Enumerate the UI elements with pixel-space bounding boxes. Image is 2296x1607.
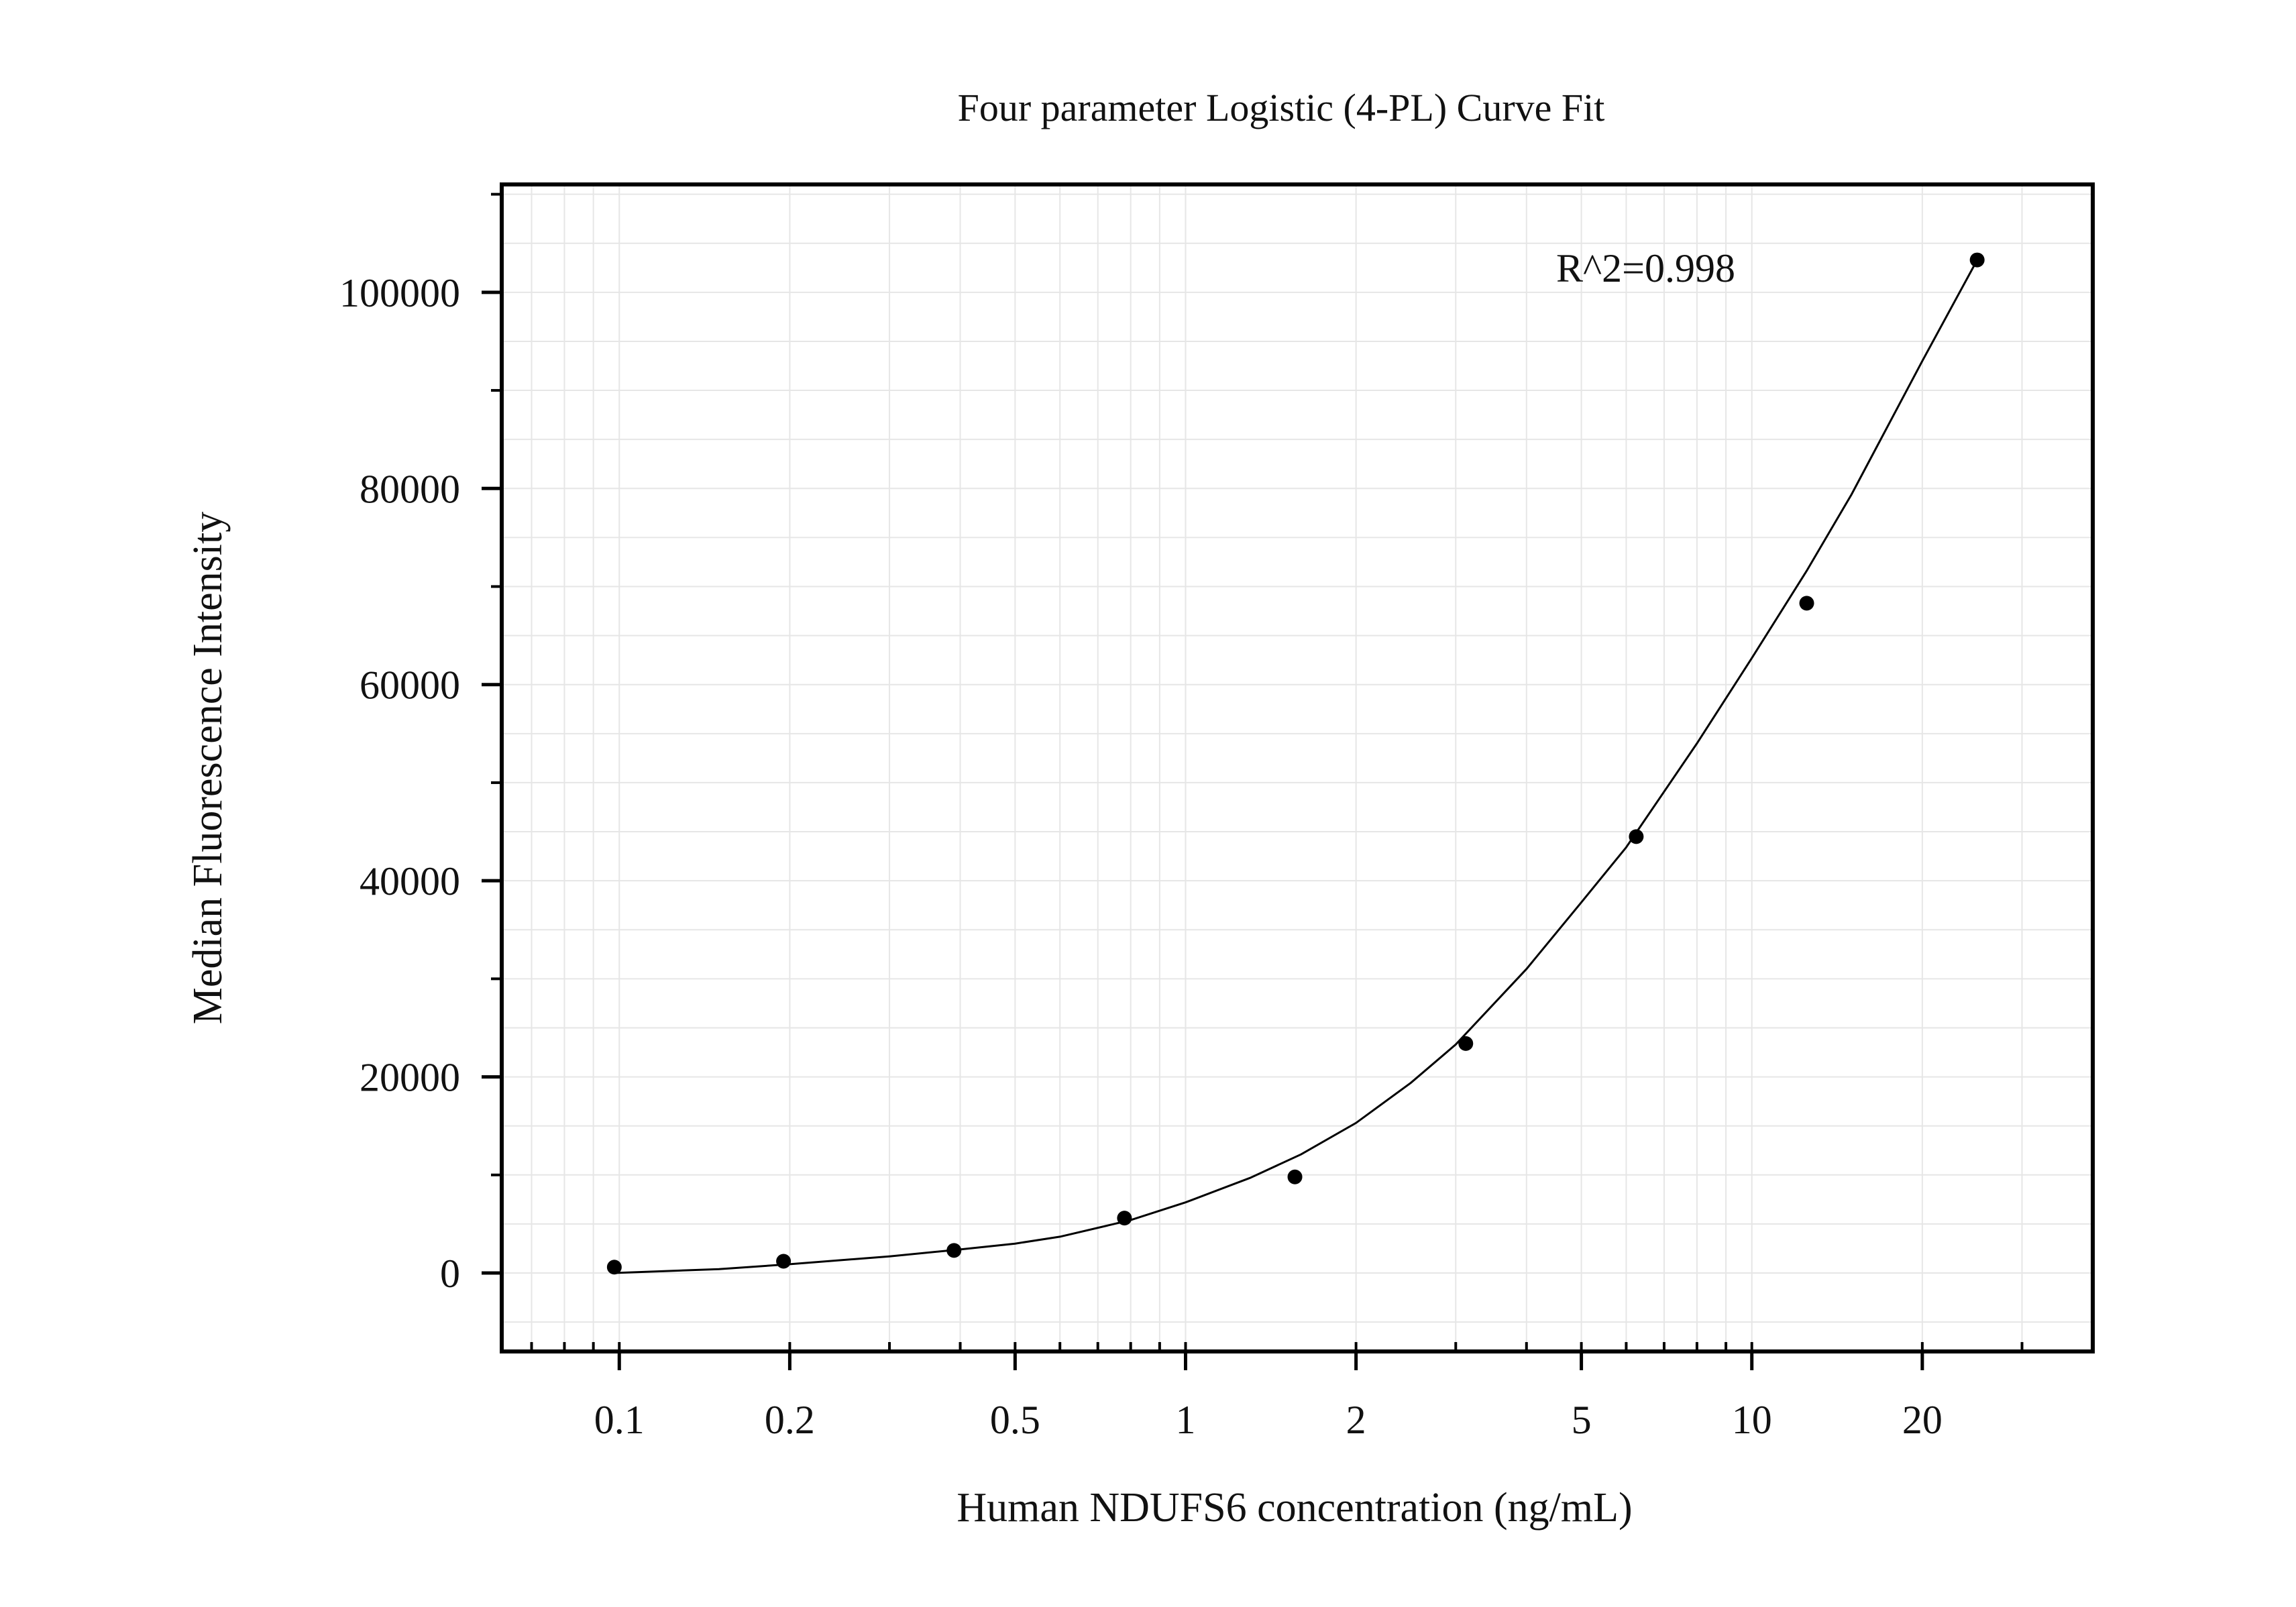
y-axis-label: Median Fluorescence Intensity [185,512,231,1024]
data-point [1287,1169,1303,1184]
y-axis-ticks: 0 20000 40000 60000 80000 100000 [339,192,502,1296]
x-axis-ticks: 0.1 0.2 0.5 1 2 5 10 20 [530,1342,2094,1442]
data-point [1629,829,1644,844]
data-point [946,1243,962,1258]
fit-curve [614,259,1979,1274]
x-tick-label: 0.2 [765,1398,815,1442]
y-tick-label: 100000 [339,271,460,315]
x-tick-label: 0.5 [990,1398,1040,1442]
x-tick-label: 10 [1732,1398,1772,1442]
y-tick-label: 20000 [360,1056,460,1100]
x-tick-label: 5 [1572,1398,1592,1442]
y-tick-label: 40000 [360,859,460,903]
x-tick-label: 0.1 [594,1398,645,1442]
y-tick-label: 0 [440,1252,460,1296]
x-tick-label: 2 [1346,1398,1366,1442]
x-tick-label: 20 [1902,1398,1943,1442]
plot-frame [500,182,2095,1353]
x-tick-label: 1 [1175,1398,1195,1442]
data-point [776,1254,791,1269]
fit-curve-layer [614,259,1979,1274]
data-point [1458,1036,1474,1051]
y-tick-label: 60000 [360,663,460,708]
r-squared-annotation: R^2=0.998 [1556,246,1735,290]
data-point [1117,1211,1132,1226]
data-point [1969,252,1985,268]
chart-title: Four parameter Logistic (4-PL) Curve Fit [958,86,1605,129]
y-tick-label: 80000 [360,467,460,511]
x-axis-label: Human NDUFS6 concentration (ng/mL) [956,1485,1632,1531]
data-points-layer [606,252,1985,1275]
data-point [606,1260,622,1275]
data-point [1799,596,1814,611]
